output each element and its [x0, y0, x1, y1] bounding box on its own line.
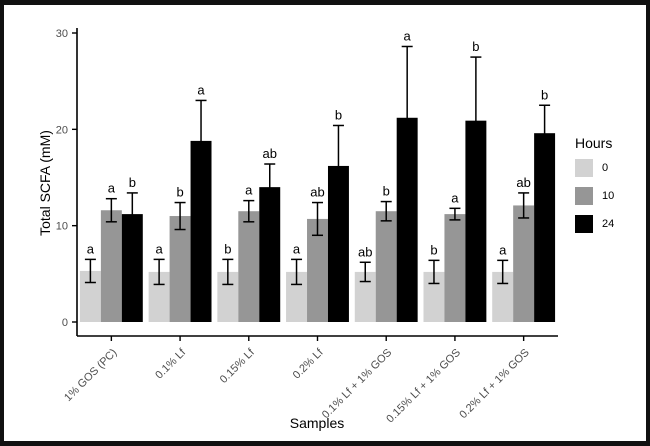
sig-letter: ab: [358, 244, 372, 259]
sig-letter: a: [108, 181, 116, 196]
sig-letter: b: [383, 184, 390, 199]
legend-swatch: [575, 215, 593, 233]
sig-letter: a: [404, 28, 412, 43]
bar: [121, 214, 143, 322]
legend-swatch: [575, 159, 593, 177]
y-tick-label: 10: [56, 221, 68, 233]
bar: [375, 211, 397, 322]
bar: [327, 165, 349, 322]
legend-row: 0: [575, 159, 614, 177]
x-tick-label: 0.1% Lf + 1% GOS: [320, 347, 394, 421]
sig-letter: ab: [310, 185, 324, 200]
legend-row: 10: [575, 187, 614, 205]
sig-letter: a: [451, 190, 459, 205]
legend-label: 0: [602, 162, 609, 174]
bar: [354, 271, 376, 322]
bar: [259, 187, 281, 322]
bar: [465, 120, 487, 322]
y-tick-label: 30: [56, 28, 68, 40]
sig-letter: a: [87, 241, 95, 256]
bar: [307, 218, 328, 322]
sig-letter: ab: [516, 175, 530, 190]
bar: [513, 205, 535, 322]
sig-letter: ab: [263, 146, 277, 161]
bar: [492, 271, 514, 322]
bar: [396, 117, 418, 322]
sig-letter: b: [430, 242, 437, 257]
y-tick-label: 0: [62, 317, 68, 329]
bar: [534, 133, 556, 322]
legend-swatch: [575, 187, 593, 205]
legend-label: 24: [602, 218, 615, 230]
sig-letter: a: [499, 242, 507, 257]
bar: [444, 214, 466, 322]
legend-row: 24: [575, 215, 614, 233]
legend-items: 0 10 24: [575, 159, 614, 233]
sig-letter: b: [129, 175, 136, 190]
sig-letter: b: [541, 87, 548, 102]
bar: [169, 216, 191, 322]
bar: [423, 271, 445, 322]
x-axis-title: Samples: [289, 415, 345, 431]
sig-letter: b: [472, 39, 479, 54]
sig-letter: a: [245, 183, 253, 198]
sig-letter: b: [176, 185, 183, 200]
y-axis-title: Total SCFA (mM): [37, 130, 53, 236]
x-tick-label: 0.2% Lf + 1% GOS: [457, 347, 531, 421]
bar: [238, 211, 260, 322]
bar: [190, 140, 212, 322]
legend-label: 10: [602, 190, 615, 202]
legend: Hours 0 10 24: [575, 135, 614, 243]
x-tick-label: 0.1% Lf: [153, 346, 189, 382]
sig-letter: b: [224, 241, 231, 256]
sig-letter: b: [335, 107, 342, 122]
x-tick-label: 0.15% Lf: [218, 346, 258, 386]
y-tick-label: 20: [56, 124, 68, 136]
x-tick-label: 0.2% Lf: [291, 346, 327, 382]
sig-letter: a: [197, 82, 205, 97]
legend-title: Hours: [575, 135, 613, 151]
bar: [79, 270, 101, 322]
bar: [100, 210, 122, 322]
sig-letter: a: [155, 241, 163, 256]
x-tick-label: 1% GOS (PC): [62, 347, 119, 404]
sig-letter: a: [293, 241, 301, 256]
x-tick-label: 0.15% Lf + 1% GOS: [384, 347, 463, 426]
